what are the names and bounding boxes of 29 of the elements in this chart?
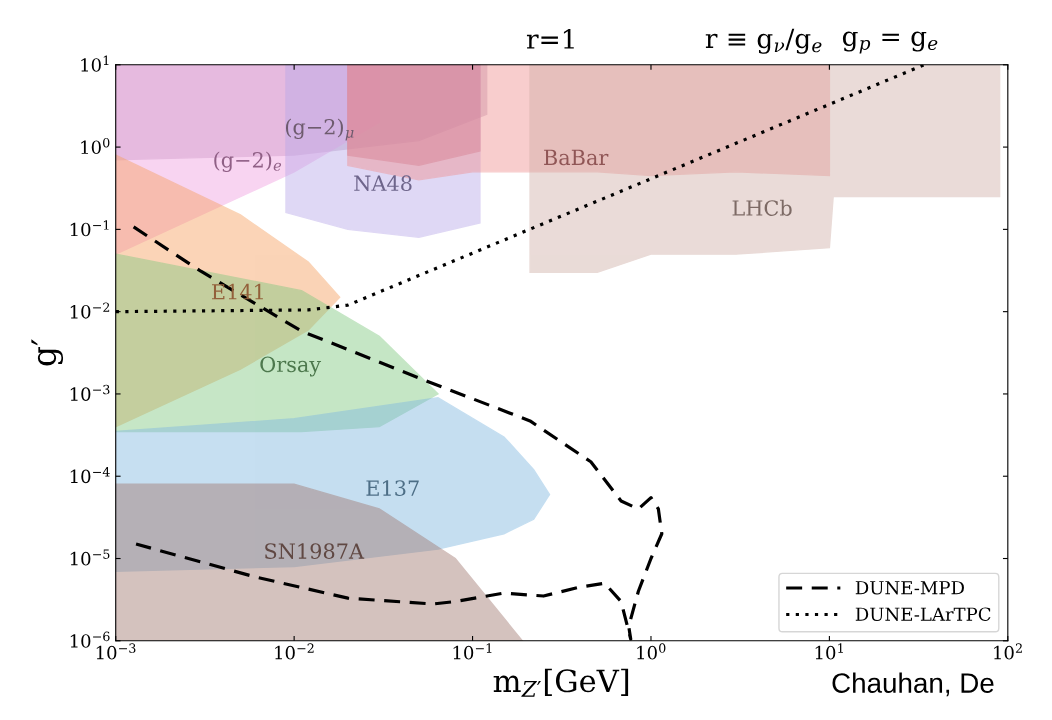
series-label: NA48 bbox=[354, 175, 412, 192]
legend-label: DUNE-LArTPC bbox=[855, 607, 991, 622]
text: r=1 bbox=[526, 28, 574, 49]
y-tick-label: 10$^{−1}$ bbox=[70, 220, 109, 237]
series-label: (g−2)$_{μ}$ bbox=[285, 118, 354, 141]
x-tick-label: 10$^{2}$ bbox=[994, 643, 1022, 660]
x-axis-title: m$_{Z′}$[GeV] bbox=[493, 668, 629, 697]
series-label: E141 bbox=[212, 283, 263, 300]
series-label: BaBar bbox=[544, 149, 609, 166]
legend-label: DUNE-MPD bbox=[855, 581, 964, 595]
y-tick-label: 10$^{−3}$ bbox=[70, 384, 110, 401]
y-tick-label: 10$^{−5}$ bbox=[70, 549, 110, 566]
series-label: LHCb bbox=[732, 199, 792, 216]
x-tick-label: 10$^{−2}$ bbox=[275, 643, 314, 660]
series-label: Orsay bbox=[260, 356, 322, 377]
x-tick-label: 10$^{1}$ bbox=[815, 643, 843, 660]
series-label: SN1987A bbox=[265, 543, 365, 559]
text: r ≡ g$_{ν}$/g$_{e}$ bbox=[705, 28, 822, 54]
series-label: E137 bbox=[366, 480, 419, 496]
y-tick-label: 10$^{1}$ bbox=[81, 55, 109, 72]
x-tick-label: 10$^{0}$ bbox=[637, 643, 666, 660]
y-tick-label: 10$^{−2}$ bbox=[70, 302, 110, 319]
x-tick-label: 10$^{−1}$ bbox=[453, 643, 492, 660]
y-tick-label: 10$^{−4}$ bbox=[70, 467, 110, 484]
series-label: (g−2)$_{e}$ bbox=[214, 151, 282, 173]
y-tick-label: 10$^{0}$ bbox=[81, 137, 110, 155]
y-axis-title: g′ bbox=[31, 339, 64, 366]
text: Chauhan, De bbox=[832, 672, 994, 697]
text: g$_{p}$ = g$_{e}$ bbox=[842, 31, 938, 54]
